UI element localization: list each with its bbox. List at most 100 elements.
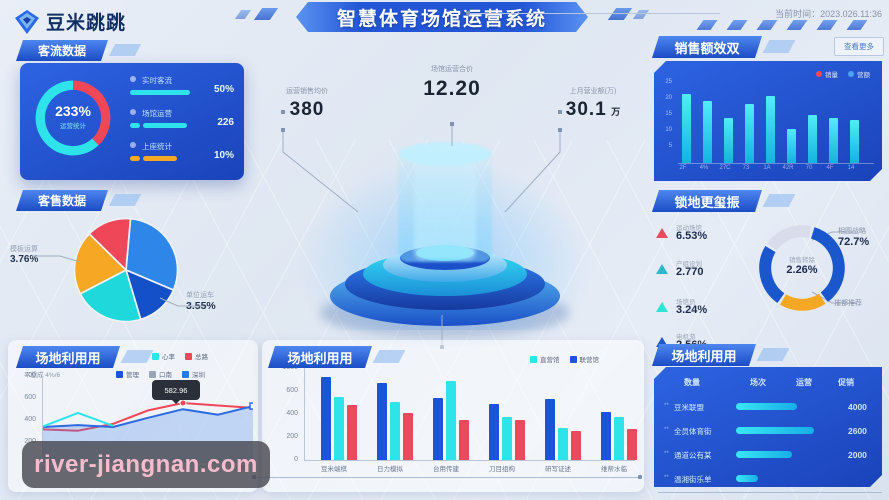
legend-label: 直营馆	[540, 357, 560, 364]
logo-diamond-icon	[15, 9, 39, 34]
x-label: 研写证述	[545, 466, 571, 473]
badge-tail	[756, 348, 790, 361]
row-label: 场馆运营	[142, 109, 172, 118]
visitor-card: 233% 运营统计 实时客流 50% 场馆运营 226 上座统计 10%	[20, 63, 244, 180]
row-index-icon: **	[664, 475, 669, 481]
visitor-donut-value: 233%	[55, 103, 91, 119]
logo-text: 豆米跳跳	[46, 13, 127, 34]
ground-donut-chart	[756, 222, 848, 314]
y-tick: 200	[286, 433, 298, 440]
visitor-row: 实时客流 50%	[130, 73, 234, 106]
legend-swatch	[530, 355, 537, 363]
ground-callout-bottom-label: 摧都推荐	[834, 300, 862, 307]
stat-left: 运营销售均价 380	[262, 86, 352, 121]
bar	[614, 417, 624, 460]
callout-value: 3.55%	[186, 300, 216, 312]
logo: 豆米跳跳	[14, 8, 126, 35]
x-label: 14	[847, 165, 855, 171]
deco-slash	[846, 20, 868, 30]
legend-label: 心率	[162, 354, 175, 361]
legend-swatch	[569, 355, 577, 363]
row-bar	[736, 403, 797, 410]
legend-label: 营额	[857, 72, 870, 79]
y-tick: 10	[665, 127, 672, 133]
triangle-icon	[656, 337, 668, 347]
watermark: river-jiangnan.com	[22, 441, 270, 488]
view-more-button[interactable]: 查看更多	[834, 37, 884, 56]
table-header-cell: 场次	[750, 378, 766, 387]
legend-item: 总路	[185, 351, 208, 361]
legend-label: 管理	[126, 372, 139, 379]
deco-slash	[696, 20, 718, 30]
usage-table-card: 数量 场次 运营 促销 ** 豆米联盟 4000 ** 全员体育街 2600 ** 通道公有某 200…	[654, 367, 882, 487]
legend-label: 销量	[825, 72, 838, 79]
stat-label: 上月营业额(万)	[569, 88, 617, 95]
item-value: 2.770	[676, 266, 704, 278]
item-value: 3.24%	[676, 304, 708, 316]
bar	[433, 398, 443, 460]
sales-pie-right-callout: 单位运车 3.55%	[186, 290, 246, 312]
panel-title-usage-line: 场地利用用	[16, 346, 120, 368]
usage-bars-chart	[304, 368, 637, 461]
panel-title-usage-bars: 场地利用用	[268, 346, 372, 368]
visitor-rows: 实时客流 50% 场馆运营 226 上座统计 10%	[130, 73, 234, 172]
bar	[502, 417, 512, 460]
row-index-icon: **	[664, 427, 669, 433]
ground-list-item: 场馆员 3.24%	[656, 296, 748, 320]
x-label: 4%	[699, 165, 709, 171]
visitor-donut-center: 233% 运营统计	[34, 103, 112, 130]
bar	[571, 431, 581, 460]
bottom-deco-line	[256, 477, 638, 478]
donut-center-label: 销售转除	[789, 257, 815, 264]
badge-tail	[108, 194, 142, 206]
bar	[545, 399, 555, 460]
legend-swatch	[149, 370, 156, 378]
bar	[682, 94, 691, 163]
bar	[390, 402, 400, 460]
table-header-cell: 数量	[684, 378, 700, 387]
y-tick: 600	[24, 394, 36, 401]
item-label: 电机游	[676, 334, 696, 341]
bar	[601, 412, 611, 460]
stat-value: 30.1	[565, 99, 607, 120]
visitor-donut-chart	[34, 79, 112, 157]
header-line	[470, 13, 720, 14]
watermark-text: river-jiangnan.com	[34, 450, 258, 478]
bottom-deco-line-2	[658, 492, 882, 493]
bar	[347, 405, 357, 460]
bar	[377, 383, 387, 460]
table-row: ** 豆米联盟 4000	[654, 399, 882, 417]
bar-segment	[143, 123, 187, 128]
item-label: 场馆员	[676, 299, 696, 306]
donut-center-value: 2.26%	[786, 264, 818, 276]
x-label: 4F	[826, 165, 834, 171]
axis-note: 平想成 4%/6	[24, 372, 61, 379]
badge-tail	[762, 40, 796, 53]
ground-donut-center: 销售转除 2.26%	[756, 254, 848, 276]
usage-line-legend-2: 管理 口南 深圳	[116, 369, 205, 379]
sales-bar-chart	[678, 77, 874, 164]
stat-unit: 万	[611, 107, 621, 117]
bar	[724, 118, 733, 163]
item-label: 运动场馆	[676, 225, 702, 232]
x-label: 2F	[679, 165, 687, 171]
x-label: 1A	[763, 165, 771, 171]
row-bars	[130, 156, 196, 161]
callout-label: 单位运车	[186, 292, 214, 299]
row-label: 实时客流	[142, 76, 172, 85]
row-bar	[736, 451, 792, 458]
stat-label: 运营销售均价	[286, 88, 328, 95]
panel-title-visitor: 客流数据	[16, 40, 108, 61]
row-bars	[130, 90, 196, 95]
sales-bar-legend: 销量 营额	[816, 69, 870, 79]
visitor-donut-sub: 运营统计	[60, 123, 86, 130]
legend-item: 销量	[816, 69, 838, 79]
legend-swatch	[185, 352, 192, 360]
x-label: 42R	[782, 165, 794, 171]
x-label: 刀目组构	[489, 466, 515, 473]
x-label: 73	[742, 165, 750, 171]
banner-deco-left2	[234, 10, 252, 19]
bar	[321, 377, 331, 460]
usage-bars-legend: 直营馆 联营馆	[530, 354, 599, 364]
row-value: 4000	[848, 402, 867, 412]
